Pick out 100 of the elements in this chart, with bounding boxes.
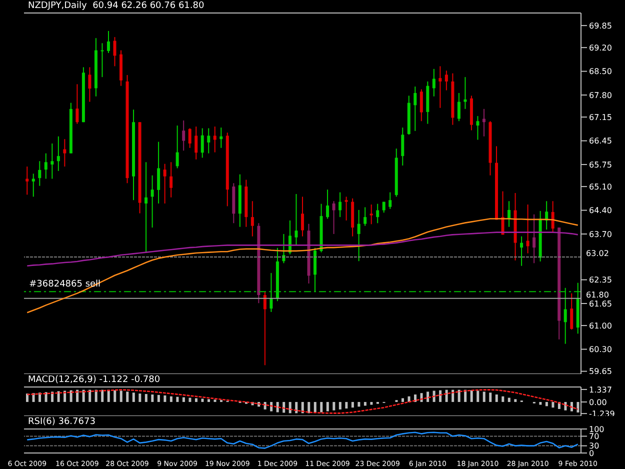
candlestick	[176, 125, 179, 169]
candlestick	[213, 126, 216, 153]
candlestick	[220, 127, 223, 148]
y-tick-label: 0.00	[589, 398, 607, 407]
bar	[351, 402, 354, 408]
y-tick-label: 66.45	[589, 136, 612, 146]
bar	[476, 390, 480, 402]
candlestick	[250, 200, 254, 237]
y-tick-label: 67.80	[589, 90, 612, 100]
candlestick	[545, 200, 548, 230]
bar	[445, 390, 448, 402]
y-tick-label: 68.50	[589, 67, 612, 76]
bar	[88, 390, 92, 402]
bar	[426, 392, 430, 402]
bar	[194, 398, 198, 402]
candlestick	[414, 86, 417, 132]
bar	[151, 394, 154, 402]
candlestick	[476, 116, 480, 140]
y-tick-label: 65.75	[589, 160, 612, 170]
ref-line-label: 63.02	[586, 249, 609, 258]
bar	[207, 399, 210, 402]
y-tick-label: 70	[589, 432, 600, 442]
bar	[564, 402, 567, 410]
bar	[358, 402, 360, 407]
candlestick	[56, 136, 60, 172]
candlestick	[444, 70, 448, 91]
candlestick	[376, 203, 380, 224]
y-tick-label: 67.15	[589, 112, 612, 122]
candlestick	[100, 42, 104, 78]
y-tick-label: 63.70	[589, 230, 612, 239]
bar	[338, 402, 342, 410]
bar	[157, 394, 160, 402]
bar	[370, 402, 373, 405]
candlestick	[326, 189, 330, 220]
bar	[57, 391, 60, 402]
candlestick	[457, 92, 460, 122]
chart-title: MACD(12,26,9) -1.122 -0.780	[28, 375, 160, 385]
bar	[182, 397, 185, 402]
bar	[458, 390, 460, 402]
y-tick-label: 61.00	[589, 321, 612, 330]
bar	[470, 390, 473, 402]
line-series	[26, 389, 579, 414]
bar	[94, 390, 98, 402]
bar	[114, 390, 116, 402]
bar	[482, 392, 486, 402]
candlestick	[432, 68, 436, 97]
candlestick	[294, 194, 298, 246]
candlestick	[76, 84, 79, 124]
bar	[489, 392, 492, 402]
candlestick	[207, 128, 210, 154]
bar	[320, 402, 323, 412]
line-series	[26, 432, 579, 449]
bar	[332, 402, 336, 410]
bar	[70, 390, 72, 402]
candlestick	[338, 192, 342, 218]
candlestick	[188, 128, 192, 148]
bar	[107, 390, 110, 402]
bar	[164, 395, 166, 402]
candlestick	[551, 200, 554, 234]
y-tick-label: 61.65	[589, 299, 612, 308]
bar	[132, 392, 135, 402]
candlestick	[263, 291, 266, 366]
bar	[32, 393, 35, 402]
bar	[508, 398, 510, 402]
y-tick-label: 1.337	[589, 385, 612, 394]
y-tick-label: 60.30	[589, 345, 612, 354]
bar	[439, 390, 442, 402]
bar	[170, 396, 172, 402]
candlestick	[26, 166, 29, 196]
y-tick-label: 0	[589, 448, 594, 458]
candlestick	[113, 36, 116, 67]
candlestick	[370, 204, 373, 225]
bar	[138, 394, 142, 402]
bar	[126, 392, 129, 402]
y-tick-label: 69.20	[589, 43, 612, 52]
candlestick	[464, 76, 467, 110]
candlestick	[88, 66, 92, 102]
candlestick	[520, 236, 524, 266]
candlestick	[526, 204, 530, 254]
candlestick	[200, 128, 204, 158]
candlestick	[194, 126, 198, 160]
y-tick-label: 69.85	[589, 21, 612, 30]
bar	[26, 394, 28, 402]
candlestick	[401, 127, 404, 166]
candlestick	[163, 163, 166, 204]
candlestick	[388, 192, 392, 210]
candlestick	[63, 138, 66, 168]
candlestick	[170, 162, 173, 198]
bar	[44, 392, 48, 402]
candlestick	[150, 174, 154, 228]
ref-line-label: 61.80	[586, 290, 609, 300]
bar	[552, 402, 554, 408]
chart-title: NZDJPY,Daily 60.94 62.26 60.76 61.80	[28, 1, 204, 11]
candlestick	[270, 272, 273, 312]
candlestick	[564, 287, 567, 344]
candlestick	[38, 160, 42, 186]
candlestick	[364, 206, 367, 226]
bar	[514, 399, 517, 402]
bar	[188, 398, 192, 402]
bar	[432, 390, 436, 402]
